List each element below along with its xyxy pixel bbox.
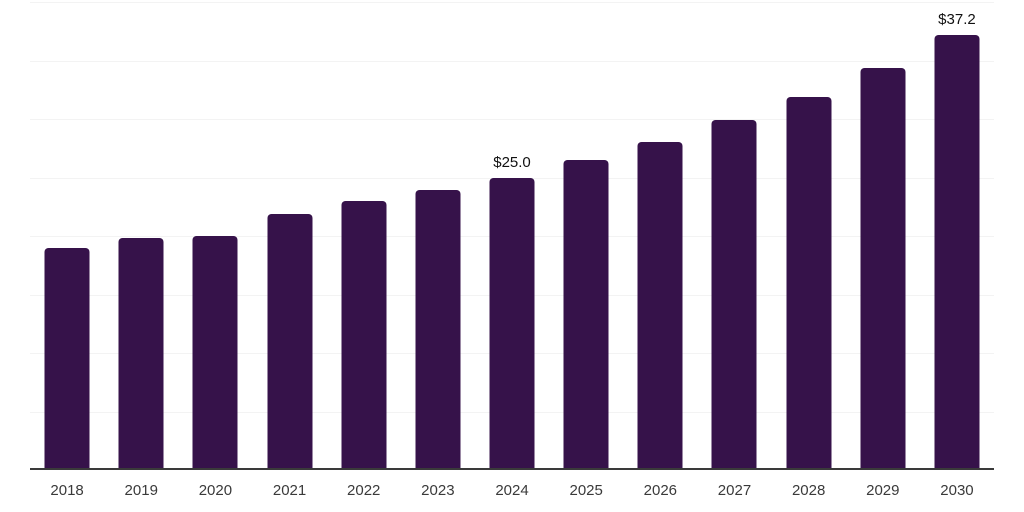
- value-label-2030: $37.2: [938, 10, 976, 28]
- bar-slot-2023: [401, 2, 475, 470]
- bar-slot-2027: [697, 2, 771, 470]
- x-axis-labels: 2018 2019 2020 2021 2022 2023 2024 2025 2026 2027…: [30, 481, 994, 500]
- x-axis-line: [30, 468, 994, 470]
- bar-2030: [934, 34, 980, 470]
- x-tick-2023: 2023: [421, 482, 455, 499]
- bar-2029: [860, 67, 906, 470]
- x-tick-2025: 2025: [569, 482, 603, 499]
- bar-slot-2022: [327, 2, 401, 470]
- x-tick-2021: 2021: [272, 482, 307, 499]
- gridline-35: [30, 60, 994, 62]
- gridline-30: [30, 119, 994, 120]
- bar-slot-2029: [846, 2, 920, 470]
- x-tick-2018: 2018: [50, 482, 84, 499]
- bar-slot-2025: [549, 2, 623, 470]
- x-tick-2020: 2020: [198, 482, 233, 499]
- bar-2019: [118, 238, 164, 470]
- x-tick-2029: 2029: [866, 482, 900, 499]
- x-tick-2019: 2019: [124, 482, 158, 499]
- bar-slot-2019: [104, 2, 178, 470]
- bars-layer: $25.0 $37.2: [30, 2, 994, 470]
- bar-2022: [341, 200, 387, 470]
- x-tick-2030: 2030: [940, 482, 974, 499]
- value-label-2024: $25.0: [493, 153, 531, 171]
- bar-2027: [711, 120, 757, 470]
- bar-2025: [563, 159, 609, 470]
- bar-2021: [267, 213, 313, 470]
- bar-2028: [786, 96, 832, 470]
- bar-slot-2021: [252, 2, 326, 470]
- plot-area: $25.0 $37.2: [30, 2, 994, 470]
- bar-2024: [489, 177, 535, 470]
- bar-2026: [637, 142, 683, 470]
- bar-2018: [44, 247, 90, 470]
- bar-2020: [192, 236, 238, 470]
- x-tick-2022: 2022: [347, 482, 381, 499]
- bar-slot-2028: [772, 2, 846, 470]
- bar-slot-2030: $37.2: [920, 2, 994, 470]
- x-tick-2027: 2027: [717, 482, 752, 499]
- x-tick-2026: 2026: [643, 482, 678, 499]
- bar-2023: [415, 190, 461, 470]
- bar-slot-2026: [623, 2, 697, 470]
- gridline-40: [30, 2, 994, 3]
- x-tick-2024: 2024: [495, 482, 529, 499]
- bar-slot-2024: $25.0: [475, 2, 549, 470]
- bar-slot-2018: [30, 2, 104, 470]
- bar-slot-2020: [178, 2, 252, 470]
- x-tick-2028: 2028: [791, 482, 826, 499]
